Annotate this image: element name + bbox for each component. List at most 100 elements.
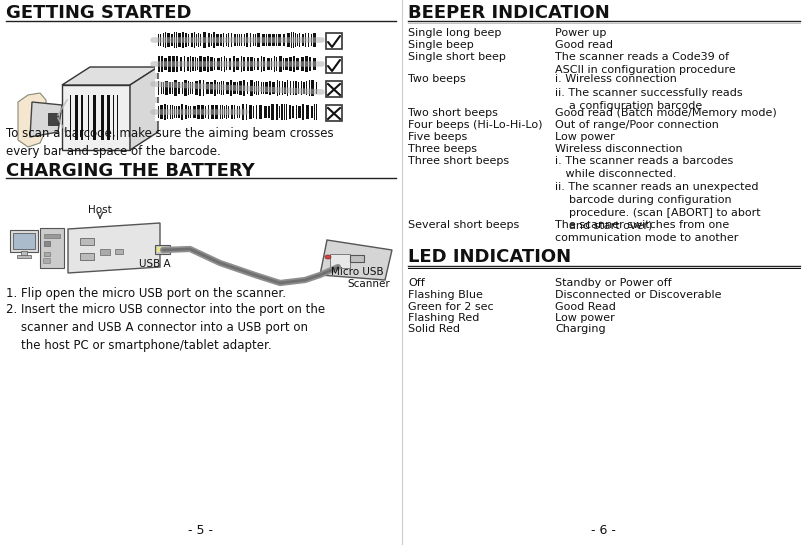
- Bar: [182, 82, 183, 94]
- Bar: [158, 56, 160, 72]
- Bar: [233, 82, 236, 94]
- Bar: [101, 95, 104, 140]
- Bar: [301, 81, 302, 95]
- Bar: [274, 56, 275, 72]
- Bar: [190, 106, 191, 118]
- Bar: [178, 106, 180, 118]
- Text: Low power: Low power: [555, 313, 615, 323]
- Bar: [157, 247, 168, 252]
- Bar: [190, 56, 191, 72]
- Bar: [228, 106, 229, 118]
- Bar: [281, 105, 283, 119]
- Bar: [306, 105, 309, 119]
- Bar: [263, 82, 264, 94]
- Bar: [163, 82, 164, 94]
- Bar: [13, 233, 35, 249]
- Bar: [188, 34, 189, 46]
- Text: 2. Insert the micro USB connector into the port on the
    scanner and USB A con: 2. Insert the micro USB connector into t…: [6, 304, 325, 353]
- Bar: [198, 33, 199, 47]
- Bar: [163, 33, 164, 47]
- Bar: [40, 228, 64, 268]
- Bar: [176, 56, 178, 72]
- Bar: [194, 32, 195, 48]
- Bar: [289, 105, 291, 119]
- Bar: [211, 34, 212, 46]
- Text: BEEPER INDICATION: BEEPER INDICATION: [408, 4, 609, 22]
- Bar: [295, 33, 296, 47]
- Bar: [215, 105, 218, 119]
- Bar: [187, 57, 189, 71]
- Bar: [178, 33, 181, 47]
- Bar: [243, 80, 245, 96]
- Text: Out of range/Poor connection: Out of range/Poor connection: [555, 119, 719, 130]
- Bar: [261, 82, 262, 94]
- Bar: [182, 32, 184, 48]
- Bar: [203, 57, 206, 71]
- Bar: [250, 81, 253, 95]
- Bar: [197, 105, 200, 119]
- Bar: [199, 81, 201, 95]
- Bar: [205, 106, 206, 118]
- Bar: [278, 34, 281, 46]
- Bar: [279, 106, 280, 118]
- Bar: [226, 82, 229, 94]
- Bar: [117, 95, 118, 140]
- Bar: [330, 254, 350, 268]
- Bar: [296, 105, 297, 119]
- Bar: [207, 57, 209, 71]
- Bar: [271, 105, 274, 119]
- Bar: [171, 34, 173, 46]
- Bar: [305, 56, 308, 72]
- Bar: [115, 249, 123, 254]
- Bar: [287, 80, 288, 96]
- Bar: [220, 34, 222, 46]
- Bar: [184, 80, 187, 96]
- Text: CHARGING THE BATTERY: CHARGING THE BATTERY: [6, 162, 254, 180]
- Bar: [311, 33, 312, 46]
- Polygon shape: [68, 223, 160, 273]
- Bar: [246, 104, 247, 120]
- Bar: [221, 81, 222, 95]
- Bar: [309, 80, 310, 96]
- Bar: [160, 34, 161, 46]
- Bar: [176, 106, 177, 118]
- Bar: [255, 34, 256, 46]
- Bar: [48, 113, 58, 125]
- Bar: [256, 105, 257, 119]
- Bar: [295, 81, 297, 94]
- Text: Good Read: Good Read: [555, 301, 616, 312]
- Bar: [80, 253, 94, 260]
- Bar: [276, 34, 277, 46]
- Bar: [210, 82, 213, 94]
- Bar: [243, 57, 245, 71]
- Bar: [220, 105, 221, 119]
- Bar: [100, 249, 110, 255]
- Text: Micro USB: Micro USB: [331, 267, 383, 277]
- Bar: [244, 34, 245, 46]
- Bar: [250, 57, 253, 71]
- Text: Four beeps (Hi-Lo-Hi-Lo): Four beeps (Hi-Lo-Hi-Lo): [408, 119, 543, 130]
- Bar: [174, 80, 177, 96]
- Bar: [155, 79, 320, 97]
- Bar: [113, 95, 114, 140]
- Bar: [188, 106, 189, 118]
- Bar: [170, 105, 171, 119]
- Bar: [210, 57, 213, 70]
- Bar: [257, 58, 259, 70]
- Bar: [271, 58, 272, 70]
- Bar: [293, 32, 294, 48]
- Text: The scanner reads a Code39 of
ASCII in configuration procedure: The scanner reads a Code39 of ASCII in c…: [555, 52, 736, 75]
- Bar: [247, 82, 248, 94]
- Bar: [155, 55, 320, 73]
- Text: Wireless disconnection: Wireless disconnection: [555, 143, 683, 154]
- Bar: [197, 58, 198, 70]
- Bar: [284, 104, 285, 120]
- Bar: [261, 56, 262, 72]
- Bar: [168, 56, 171, 72]
- Bar: [165, 81, 168, 95]
- Bar: [258, 81, 259, 95]
- Bar: [172, 57, 175, 71]
- Bar: [217, 58, 220, 70]
- Text: Solid Red: Solid Red: [408, 324, 460, 335]
- Bar: [326, 105, 342, 121]
